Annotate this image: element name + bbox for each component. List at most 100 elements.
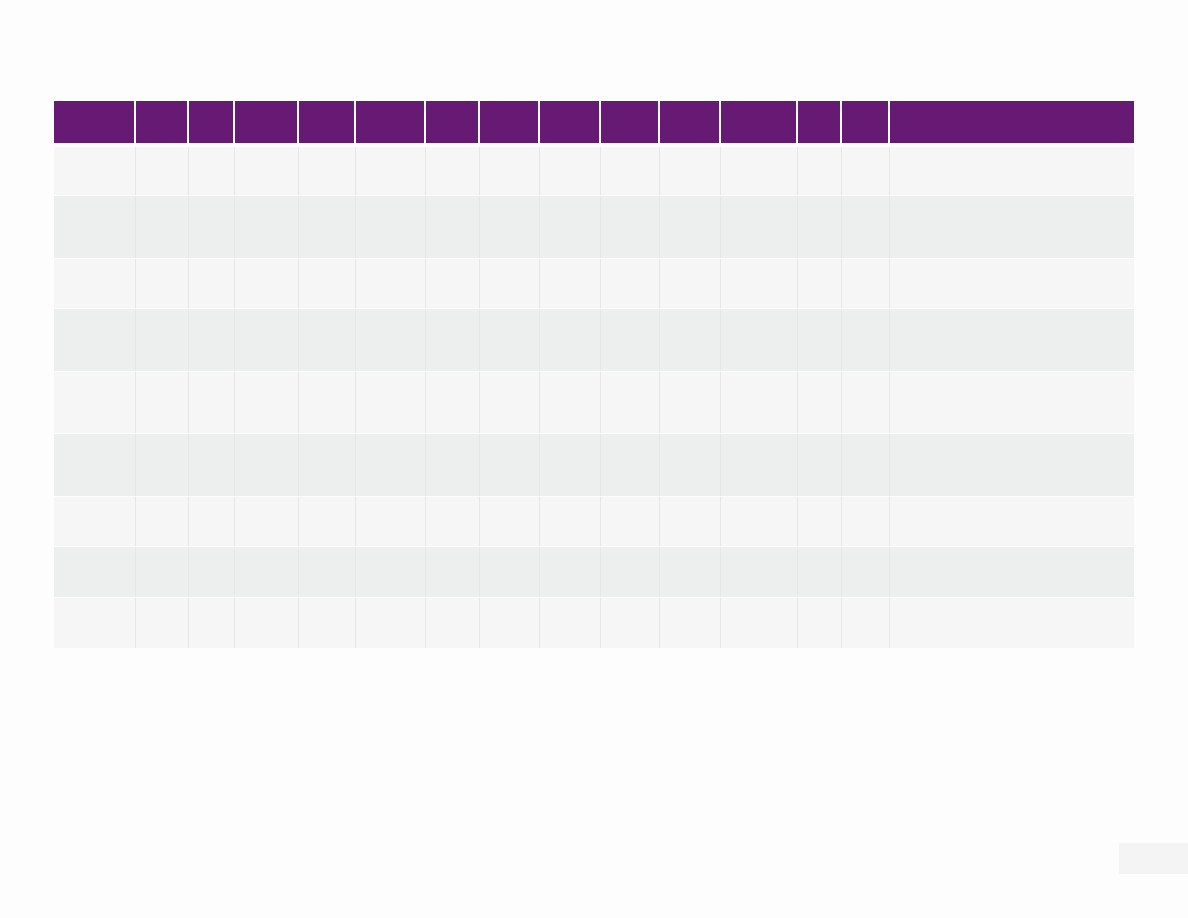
table-header-cell	[659, 101, 721, 147]
table-cell	[720, 258, 798, 309]
table-cell	[425, 145, 480, 196]
table-cell	[889, 145, 1134, 196]
table-cell	[425, 308, 480, 372]
table-cell	[797, 195, 842, 259]
table-row	[54, 597, 1134, 649]
table-cell	[889, 195, 1134, 259]
table-cell	[135, 597, 189, 649]
table-cell	[797, 371, 842, 434]
table-cell	[720, 433, 798, 497]
table-header-cell	[54, 101, 136, 147]
table-cell	[355, 433, 426, 497]
table-cell	[298, 195, 356, 259]
table-header-cell	[889, 101, 1134, 147]
table-cell	[188, 546, 235, 598]
table-cell	[889, 308, 1134, 372]
page-number-box	[1119, 843, 1188, 874]
table-cell	[841, 145, 890, 196]
table-cell	[355, 546, 426, 598]
table-cell	[54, 433, 136, 497]
table-cell	[54, 371, 136, 434]
table-cell	[425, 597, 480, 649]
table-cell	[659, 597, 721, 649]
table-header-cell	[479, 101, 540, 147]
table-row	[54, 546, 1134, 598]
table-cell	[479, 546, 540, 598]
table-cell	[797, 496, 842, 547]
table-cell	[841, 371, 890, 434]
table-cell	[600, 258, 660, 309]
table-cell	[841, 433, 890, 497]
table-cell	[54, 546, 136, 598]
table-header-cell	[841, 101, 890, 147]
table-cell	[425, 546, 480, 598]
table-cell	[539, 195, 601, 259]
table-header-cell	[298, 101, 356, 147]
table-cell	[298, 145, 356, 196]
table-cell	[234, 308, 299, 372]
table-cell	[298, 546, 356, 598]
table-cell	[479, 496, 540, 547]
table-cell	[425, 496, 480, 547]
table-cell	[889, 597, 1134, 649]
table-cell	[720, 597, 798, 649]
table-cell	[298, 433, 356, 497]
table-cell	[539, 546, 601, 598]
table-cell	[479, 371, 540, 434]
table-cell	[54, 258, 136, 309]
table-cell	[298, 308, 356, 372]
table-cell	[135, 258, 189, 309]
table-cell	[234, 496, 299, 547]
table-cell	[659, 195, 721, 259]
table-cell	[355, 258, 426, 309]
table-cell	[841, 195, 890, 259]
table-cell	[659, 496, 721, 547]
table-cell	[797, 258, 842, 309]
table-row	[54, 145, 1134, 196]
table-cell	[797, 433, 842, 497]
table-cell	[479, 258, 540, 309]
table-cell	[298, 258, 356, 309]
table-header-cell	[135, 101, 189, 147]
table-header-cell	[797, 101, 842, 147]
table-cell	[889, 546, 1134, 598]
table-cell	[600, 308, 660, 372]
table-cell	[841, 308, 890, 372]
table-cell	[600, 496, 660, 547]
table-cell	[889, 371, 1134, 434]
table-cell	[600, 433, 660, 497]
table-cell	[135, 433, 189, 497]
table-cell	[135, 308, 189, 372]
table-cell	[479, 597, 540, 649]
table-cell	[720, 371, 798, 434]
table-cell	[54, 496, 136, 547]
table-header-cell	[600, 101, 660, 147]
table-cell	[479, 433, 540, 497]
table-header-cell	[425, 101, 480, 147]
table-row	[54, 371, 1134, 434]
table-cell	[54, 195, 136, 259]
table-cell	[720, 496, 798, 547]
table-cell	[135, 496, 189, 547]
table-cell	[841, 258, 890, 309]
table-cell	[425, 371, 480, 434]
table-cell	[600, 195, 660, 259]
table-cell	[355, 145, 426, 196]
table-cell	[234, 145, 299, 196]
table-cell	[54, 597, 136, 649]
table-cell	[234, 371, 299, 434]
table-header-cell	[188, 101, 235, 147]
table-row	[54, 258, 1134, 309]
table-cell	[188, 145, 235, 196]
table-cell	[355, 195, 426, 259]
table-row	[54, 195, 1134, 259]
table-cell	[54, 308, 136, 372]
table-cell	[234, 546, 299, 598]
table-cell	[539, 258, 601, 309]
table-cell	[720, 308, 798, 372]
table-cell	[425, 433, 480, 497]
table-cell	[298, 371, 356, 434]
table-cell	[539, 371, 601, 434]
table-cell	[479, 145, 540, 196]
table-cell	[600, 597, 660, 649]
